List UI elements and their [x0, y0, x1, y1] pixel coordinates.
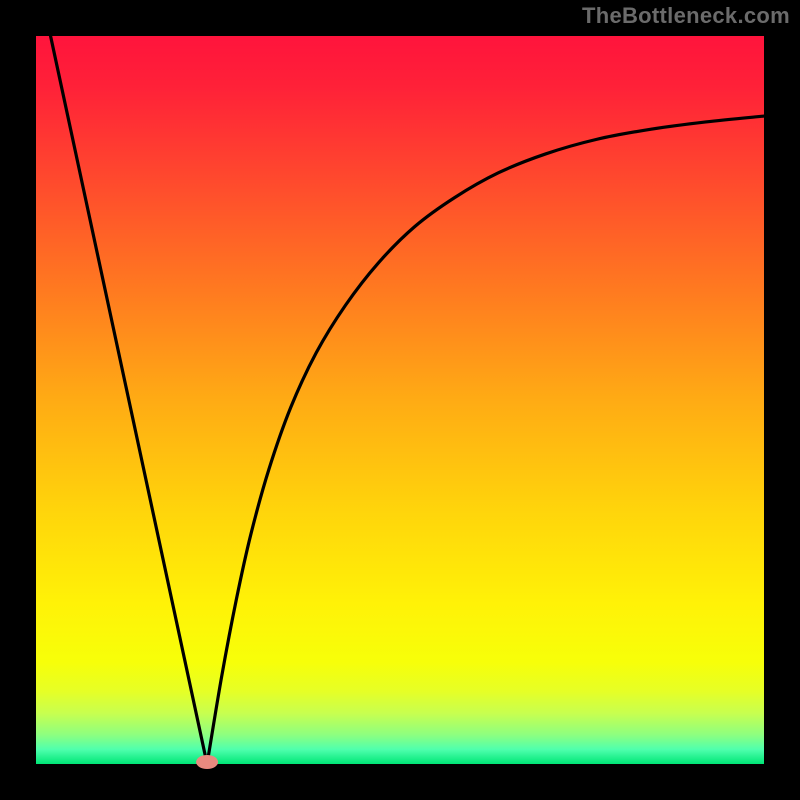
chart-container: TheBottleneck.com [0, 0, 800, 800]
minimum-marker [196, 755, 218, 769]
plot-background [36, 36, 764, 764]
bottleneck-chart [0, 0, 800, 800]
attribution-label: TheBottleneck.com [582, 3, 790, 29]
